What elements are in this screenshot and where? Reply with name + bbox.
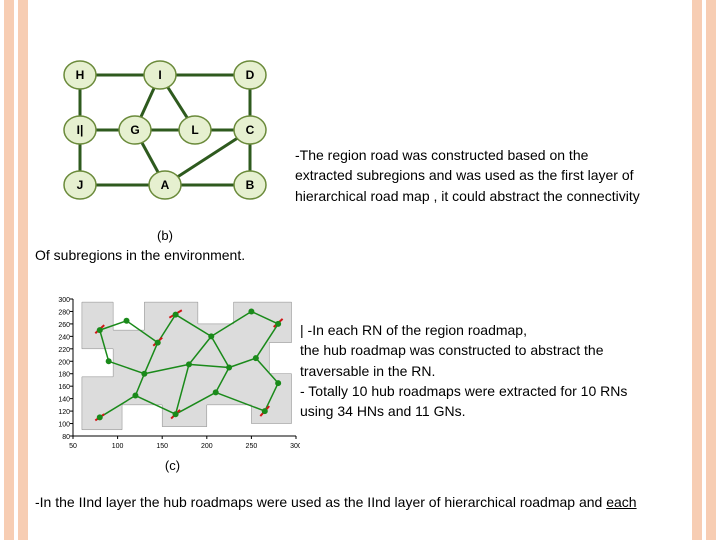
svg-text:200: 200 [201,443,213,450]
svg-text:280: 280 [58,309,70,316]
text2-l1: | -In each RN of the region roadmap, [300,320,685,340]
text1-line2: extracted subregions and was used as the… [295,165,685,185]
svg-text:160: 160 [58,384,70,391]
text2-l4: - Totally 10 hub roadmaps were extracted… [300,381,685,401]
svg-text:240: 240 [58,334,70,341]
graph-c-svg: 50 100 150 200 250 300 80 100 120 140 160 180 200 220… [45,295,300,450]
svg-text:300: 300 [58,297,70,304]
svg-text:120: 120 [58,409,70,416]
text1-continuation: Of subregions in the environment. [35,245,245,265]
svg-text:150: 150 [156,443,168,450]
svg-text:H: H [76,68,85,82]
svg-text:50: 50 [69,443,77,450]
stripe-left-outer [4,0,14,540]
text1-line3: hierarchical road map , it could abstrac… [295,186,685,206]
svg-text:250: 250 [246,443,258,450]
svg-text:80: 80 [62,434,70,441]
stripe-left-inner [18,0,28,540]
svg-text:300: 300 [290,443,300,450]
graph-c: 50 100 150 200 250 300 80 100 120 140 160 180 200 220… [45,295,300,455]
svg-text:D: D [246,68,255,82]
text2-l3: traversable in the RN. [300,361,685,381]
graph-b: HIDI|GLCJAB (b) [50,60,280,225]
graph-b-caption: (b) [50,228,280,243]
stripe-right-outer [706,0,716,540]
svg-text:A: A [161,178,170,192]
text3-pre: -In the IInd layer the hub roadmaps were… [35,494,606,510]
svg-text:100: 100 [58,422,70,429]
svg-text:220: 220 [58,347,70,354]
text2-l5: using 34 HNs and 11 GNs. [300,401,685,421]
slide: H I D I| G L C J A B (b) -The region road was con… [0,0,720,540]
text2-l2: the hub roadmap was constructed to abstr… [300,340,685,360]
svg-text:C: C [246,123,255,137]
svg-text:I: I [158,68,161,82]
text3-underline: each [606,494,636,510]
stripe-right-inner [692,0,702,540]
graph-b-svg: H I D I| G L C J A B [50,60,280,210]
svg-text:L: L [191,123,198,137]
svg-text:B: B [246,178,255,192]
svg-text:G: G [130,123,139,137]
svg-text:200: 200 [58,359,70,366]
svg-text:J: J [77,178,84,192]
text1-line1: -The region road was constructed based o… [295,145,685,165]
svg-text:140: 140 [58,397,70,404]
text-block-3: -In the IInd layer the hub roadmaps were… [35,492,685,512]
text-block-2: | -In each RN of the region roadmap, the… [300,320,685,421]
svg-text:180: 180 [58,372,70,379]
text-block-1: -The region road was constructed based o… [295,145,685,206]
svg-text:100: 100 [112,443,124,450]
svg-text:260: 260 [58,322,70,329]
graph-c-caption: (c) [45,458,300,473]
svg-text:I|: I| [77,123,84,137]
content-area: H I D I| G L C J A B (b) -The region road was con… [35,0,685,540]
